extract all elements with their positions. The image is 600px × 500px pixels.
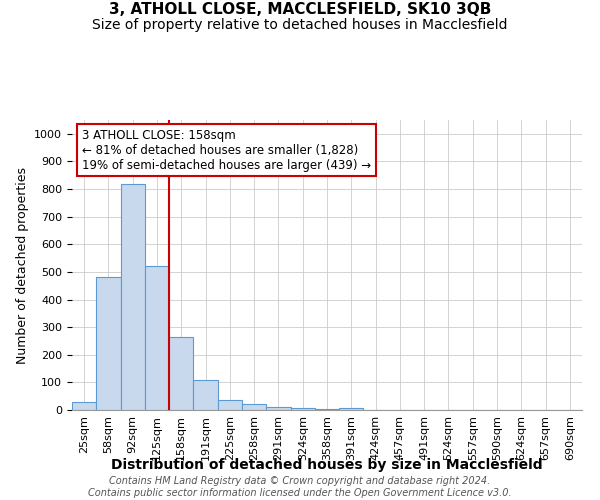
Bar — [121, 184, 145, 410]
Bar — [145, 266, 169, 410]
Text: Distribution of detached houses by size in Macclesfield: Distribution of detached houses by size … — [111, 458, 543, 471]
Bar — [169, 337, 193, 410]
Bar — [315, 408, 339, 410]
Bar — [218, 400, 242, 410]
Bar — [72, 402, 96, 410]
Bar — [339, 408, 364, 410]
Text: Size of property relative to detached houses in Macclesfield: Size of property relative to detached ho… — [92, 18, 508, 32]
Text: 3, ATHOLL CLOSE, MACCLESFIELD, SK10 3QB: 3, ATHOLL CLOSE, MACCLESFIELD, SK10 3QB — [109, 2, 491, 18]
Text: Contains HM Land Registry data © Crown copyright and database right 2024.
Contai: Contains HM Land Registry data © Crown c… — [88, 476, 512, 498]
Text: 3 ATHOLL CLOSE: 158sqm
← 81% of detached houses are smaller (1,828)
19% of semi-: 3 ATHOLL CLOSE: 158sqm ← 81% of detached… — [82, 128, 371, 172]
Bar — [96, 278, 121, 410]
Y-axis label: Number of detached properties: Number of detached properties — [16, 166, 29, 364]
Bar — [193, 380, 218, 410]
Bar — [266, 406, 290, 410]
Bar — [290, 408, 315, 410]
Bar — [242, 404, 266, 410]
